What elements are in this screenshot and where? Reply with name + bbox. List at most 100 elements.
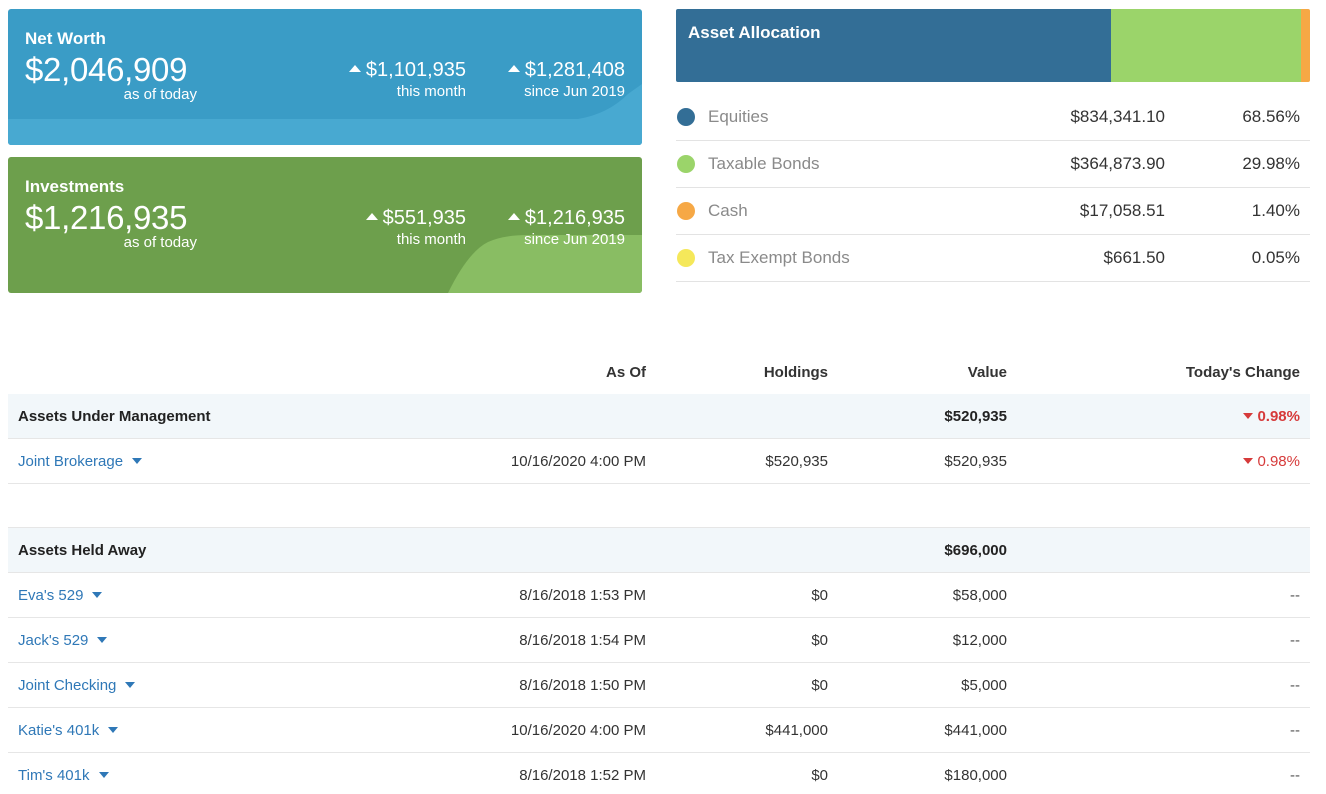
allocation-row[interactable]: Equities $834,341.10 68.56% [676,94,1310,141]
up-arrow-icon [348,65,361,72]
allocation-segment[interactable] [1300,9,1310,82]
account-row: Eva's 529 8/16/2018 1:53 PM $0 $58,000 -- [8,573,1310,618]
investments-month-stat: $551,935 this month [365,207,466,248]
account-name-link[interactable]: Joint Checking [18,677,136,694]
net-worth-month-change: $1,101,935 [365,59,466,81]
account-name-link[interactable]: Tim's 401k [18,767,109,784]
net-worth-since-change: $1,281,408 [524,59,625,81]
chevron-down-icon[interactable] [97,637,108,643]
investments-since-stat: $1,216,935 since Jun 2019 [507,207,625,248]
asset-allocation-list: Equities $834,341.10 68.56% Taxable Bonds $3… [676,94,1310,282]
up-arrow-icon [507,213,520,220]
account-row: Tim's 401k 8/16/2018 1:52 PM $0 $180,000 -- [8,753,1310,794]
table-spacer [8,484,1310,528]
allocation-percent: 68.56% [1242,107,1300,126]
allocation-dot-icon [677,249,695,267]
account-name-link[interactable]: Katie's 401k [18,722,119,739]
account-holdings: $520,935 [765,453,828,470]
chevron-down-icon[interactable] [108,727,119,733]
account-as-of: 8/16/2018 1:52 PM [519,767,646,784]
allocation-row[interactable]: Taxable Bonds $364,873.90 29.98% [676,141,1310,188]
allocation-row[interactable]: Cash $17,058.51 1.40% [676,188,1310,235]
account-row: Katie's 401k 10/16/2020 4:00 PM $441,000 $4… [8,708,1310,753]
chevron-down-icon[interactable] [98,772,109,778]
account-value: $520,935 [944,453,1007,470]
account-as-of: 8/16/2018 1:54 PM [519,632,646,649]
chevron-down-icon[interactable] [92,592,103,598]
account-name: Jack's 529 [18,632,89,649]
account-as-of: 8/16/2018 1:53 PM [519,587,646,604]
account-row: Jack's 529 8/16/2018 1:54 PM $0 $12,000 -- [8,618,1310,663]
net-worth-wave-decoration [8,84,642,145]
allocation-dot-icon [677,202,695,220]
allocation-segment[interactable] [676,9,1111,82]
account-as-of: 10/16/2020 4:00 PM [510,722,646,739]
account-change: -- [1290,677,1300,694]
investments-wave-decoration [448,235,642,293]
account-value: $5,000 [961,677,1007,694]
net-worth-title: Net Worth [25,29,106,48]
allocation-amount: $834,341.10 [1070,107,1165,126]
investments-as-of: as of today [123,234,197,251]
chevron-down-icon[interactable] [132,458,143,464]
aum-group-row: Assets Under Management $520,935 0.98% [8,394,1310,439]
down-arrow-icon [1243,458,1254,464]
header-value: Value [967,364,1007,381]
account-name: Joint Brokerage [18,453,124,470]
aum-group-label: Assets Under Management [18,408,211,425]
net-worth-card: Net Worth $2,046,909 as of today $1,101,… [8,9,642,145]
account-holdings: $0 [811,587,828,604]
account-as-of: 8/16/2018 1:50 PM [519,677,646,694]
aum-group-change-value: 0.98% [1257,408,1300,425]
investments-month-label: this month [396,231,466,248]
account-holdings: $0 [811,767,828,784]
account-change: -- [1290,587,1300,604]
account-row: Joint Brokerage 10/16/2020 4:00 PM $520,93… [8,439,1310,484]
account-name-link[interactable]: Jack's 529 [18,632,108,649]
account-holdings: $441,000 [765,722,828,739]
up-arrow-icon [365,213,378,220]
account-name: Eva's 529 [18,587,84,604]
investments-card: Investments $1,216,935 as of today $551,… [8,157,642,293]
allocation-amount: $364,873.90 [1070,154,1165,173]
allocation-amount: $661.50 [1103,248,1165,267]
aum-group-change: 0.98% [1243,408,1300,425]
chevron-down-icon[interactable] [125,682,136,688]
allocation-amount: $17,058.51 [1079,201,1165,220]
account-name: Tim's 401k [18,767,90,784]
account-holdings: $0 [811,632,828,649]
account-name-link[interactable]: Eva's 529 [18,587,103,604]
account-name: Katie's 401k [18,722,100,739]
header-holdings: Holdings [763,364,828,381]
allocation-percent: 29.98% [1242,154,1300,173]
accounts-table-header: As Of Holdings Value Today's Change [8,350,1310,394]
held-away-group-row: Assets Held Away $696,000 [8,528,1310,573]
asset-allocation-title: Asset Allocation [688,23,821,42]
investments-since-change: $1,216,935 [524,207,625,229]
account-change: -- [1290,632,1300,649]
net-worth-month-stat: $1,101,935 this month [348,59,466,100]
investments-title: Investments [25,177,125,196]
allocation-name: Cash [708,201,748,220]
account-name: Joint Checking [18,677,117,694]
net-worth-since-label: since Jun 2019 [524,83,625,100]
allocation-name: Tax Exempt Bonds [708,248,850,267]
account-change: -- [1290,722,1300,739]
allocation-segment[interactable] [1110,9,1301,82]
allocation-percent: 0.05% [1251,248,1300,267]
allocation-name: Equities [708,107,769,126]
account-value: $12,000 [952,632,1007,649]
account-change: 0.98% [1243,453,1300,470]
held-away-group-value: $696,000 [944,542,1007,559]
account-change-value: 0.98% [1257,453,1300,470]
asset-allocation-bar[interactable] [676,9,1310,82]
account-holdings: $0 [811,677,828,694]
net-worth-amount: $2,046,909 [25,51,188,88]
net-worth-month-label: this month [396,83,466,100]
header-todays-change: Today's Change [1185,364,1300,381]
account-row: Joint Checking 8/16/2018 1:50 PM $0 $5,000 -… [8,663,1310,708]
account-name-link[interactable]: Joint Brokerage [18,453,143,470]
allocation-row[interactable]: Tax Exempt Bonds $661.50 0.05% [676,235,1310,282]
accounts-table: As Of Holdings Value Today's Change Asse… [8,350,1310,794]
aum-group-value: $520,935 [944,408,1007,425]
